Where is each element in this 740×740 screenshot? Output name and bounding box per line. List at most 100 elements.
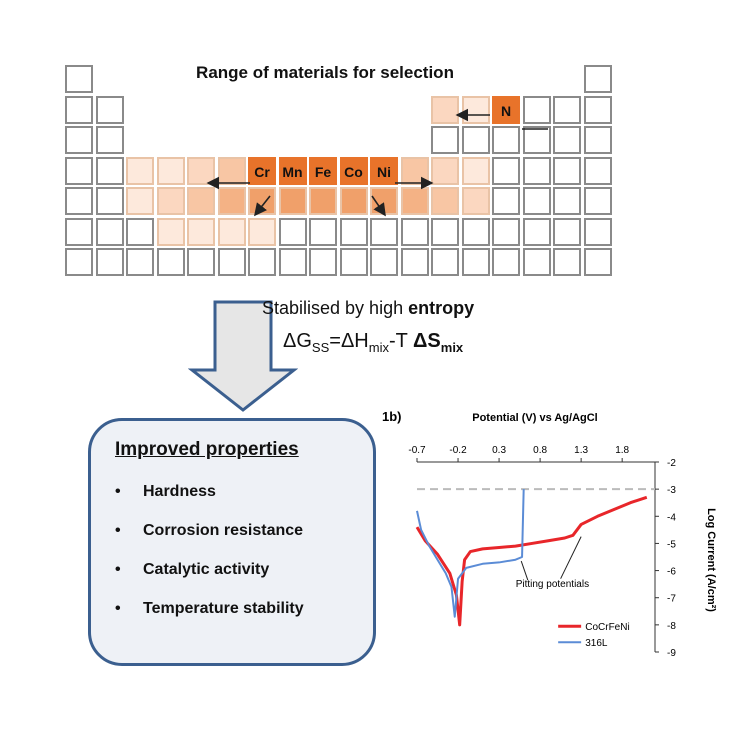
y-axis-label: Log Current (A/cm²) — [705, 508, 717, 612]
element-cell — [522, 126, 551, 154]
element-cell — [126, 156, 154, 185]
arrow-down-left — [254, 195, 271, 217]
element-cell — [583, 65, 612, 93]
element-cell — [431, 187, 459, 215]
gibbs-equation: ΔGSS=ΔHmix-T ΔSmix — [283, 330, 464, 355]
element-cell — [522, 95, 551, 124]
element-cell — [583, 156, 612, 185]
element-cell — [400, 187, 429, 215]
element-cell — [553, 126, 581, 154]
x-tick-label: 1.8 — [615, 445, 629, 456]
element-cell — [583, 126, 612, 154]
element-cell — [339, 187, 368, 215]
element-cell — [217, 248, 246, 276]
element-cell — [248, 217, 276, 246]
element-cell — [187, 187, 215, 215]
element-cell — [278, 217, 307, 246]
element-cell — [370, 217, 398, 246]
x-axis-label: Potential (V) vs Ag/AgCl — [472, 412, 598, 424]
element-cell — [492, 156, 520, 185]
element-cell — [95, 95, 124, 124]
chart-plot-area: -0.7 -0.2 0.3 0.8 1.3 1.8 -2 -3 -4 -5 -6 -7 -8 -9 Pitt… — [408, 445, 676, 659]
element-cell — [95, 156, 124, 185]
element-cell — [278, 187, 307, 215]
element-cell — [187, 248, 215, 276]
panel-label: 1b) — [382, 409, 402, 424]
element-cell — [65, 95, 93, 124]
element-cell — [278, 248, 307, 276]
element-mn: Mn — [278, 156, 307, 185]
element-cell — [126, 187, 154, 215]
element-cell — [492, 217, 520, 246]
element-cell — [431, 248, 459, 276]
element-cell — [431, 126, 459, 154]
legend-label: CoCrFeNi — [585, 622, 629, 633]
element-cell — [583, 95, 612, 124]
element-cell — [461, 248, 490, 276]
element-co: Co — [339, 156, 368, 185]
element-cell — [583, 248, 612, 276]
element-fe: Fe — [309, 156, 337, 185]
element-cell — [431, 95, 459, 124]
element-cell — [156, 217, 185, 246]
y-tick-label: -7 — [667, 594, 676, 605]
legend-label: 316L — [585, 638, 608, 649]
element-cell — [461, 156, 490, 185]
element-cell — [492, 248, 520, 276]
element-cell — [309, 248, 337, 276]
element-cell — [95, 248, 124, 276]
element-cell — [65, 65, 93, 93]
x-tick-label: 0.3 — [492, 445, 506, 456]
element-ni: Ni — [370, 156, 398, 185]
element-cell — [400, 248, 429, 276]
element-n: N — [492, 95, 520, 124]
x-tick-label: 1.3 — [574, 445, 588, 456]
element-cell — [65, 126, 93, 154]
properties-title: Improved properties — [115, 439, 299, 460]
element-cell — [95, 217, 124, 246]
property-item: Corrosion resistance — [115, 522, 304, 561]
element-cell — [248, 248, 276, 276]
properties-box: Improved properties Hardness Corrosion r… — [88, 418, 376, 666]
element-cell — [95, 126, 124, 154]
periodic-table: Cr Mn Fe Co Ni N — [0, 0, 740, 300]
x-tick-label: -0.7 — [408, 445, 426, 456]
element-cell — [431, 156, 459, 185]
element-cell — [370, 248, 398, 276]
element-cell — [156, 187, 185, 215]
element-cell — [156, 156, 185, 185]
x-tick-label: 0.8 — [533, 445, 547, 456]
element-cell — [65, 156, 93, 185]
element-cell — [65, 217, 93, 246]
properties-list: Hardness Corrosion resistance Catalytic … — [115, 483, 304, 639]
element-cell — [522, 187, 551, 215]
element-cell — [522, 156, 551, 185]
element-cell — [553, 187, 581, 215]
y-tick-label: -3 — [667, 485, 676, 496]
periodic-table-title: Range of materials for selection — [120, 61, 530, 85]
element-cell — [309, 187, 337, 215]
annotation-arrow-1 — [520, 560, 529, 581]
element-cell — [522, 248, 551, 276]
element-cell — [309, 217, 337, 246]
element-cell — [583, 217, 612, 246]
arrow-down-right — [371, 195, 386, 217]
element-cell — [492, 187, 520, 215]
polarization-chart: 1b) Potential (V) vs Ag/AgCl Log Current… — [382, 409, 717, 659]
element-cell — [553, 95, 581, 124]
element-cell — [461, 95, 490, 124]
element-cell — [126, 248, 154, 276]
annotation-pitting: Pitting potentials — [516, 579, 589, 590]
down-arrow — [188, 300, 298, 412]
series-line-316l — [416, 489, 525, 618]
element-cell — [126, 217, 154, 246]
y-tick-label: -2 — [667, 458, 676, 469]
periodic-table-arrows — [206, 108, 548, 217]
element-cell — [461, 187, 490, 215]
element-cell — [217, 187, 246, 215]
y-tick-label: -5 — [667, 539, 676, 550]
element-cell — [65, 187, 93, 215]
property-item: Catalytic activity — [115, 561, 304, 600]
annotation-arrow-2 — [560, 536, 582, 579]
y-tick-label: -6 — [667, 567, 676, 578]
